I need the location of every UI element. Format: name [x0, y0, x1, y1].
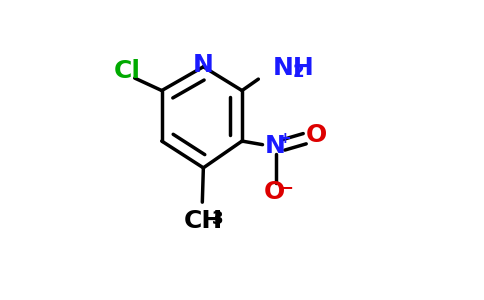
Text: −: −	[279, 178, 293, 196]
Text: O: O	[264, 180, 286, 204]
Text: CH: CH	[184, 209, 223, 233]
Text: NH: NH	[273, 56, 315, 80]
Text: Cl: Cl	[114, 59, 141, 83]
Text: 3: 3	[212, 210, 224, 228]
Text: O: O	[306, 123, 327, 147]
Text: 2: 2	[293, 63, 305, 81]
Text: N: N	[264, 134, 285, 158]
Text: N: N	[193, 53, 214, 77]
Text: +: +	[279, 130, 291, 146]
